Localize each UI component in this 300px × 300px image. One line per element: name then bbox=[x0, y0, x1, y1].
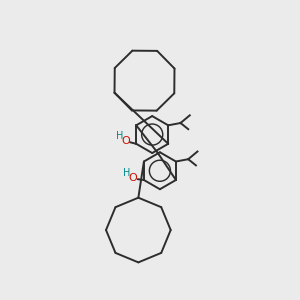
Text: H: H bbox=[116, 131, 123, 141]
Text: H: H bbox=[123, 168, 131, 178]
Text: O: O bbox=[129, 173, 137, 183]
Text: O: O bbox=[121, 136, 130, 146]
